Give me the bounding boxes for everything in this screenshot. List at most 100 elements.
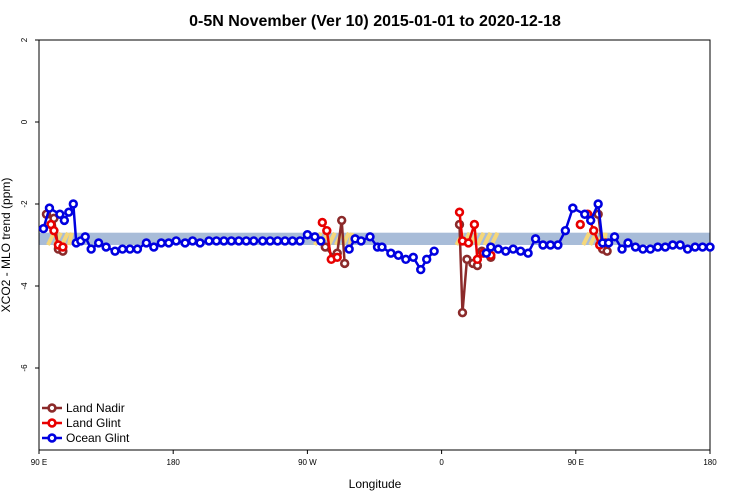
data-point-ocean-glint xyxy=(316,236,326,246)
data-point-ocean-glint xyxy=(171,236,181,246)
data-point-ocean-glint xyxy=(226,236,237,246)
y-tick-label-0: 2 xyxy=(20,37,29,42)
data-point-ocean-glint xyxy=(93,238,104,248)
data-point-ocean-glint xyxy=(697,242,708,252)
data-point-ocean-glint xyxy=(429,246,439,256)
data-point-ocean-glint xyxy=(401,254,411,265)
data-point-ocean-glint xyxy=(377,242,387,252)
data-point-ocean-glint xyxy=(44,203,55,213)
data-point-ocean-glint xyxy=(481,248,492,258)
data-point-ocean-glint xyxy=(125,244,135,254)
y-axis-label: XCO2 - MLO trend (ppm) xyxy=(0,178,13,313)
data-point-ocean-glint xyxy=(486,242,496,252)
data-point-land-nadir xyxy=(462,254,472,265)
data-point-ocean-glint xyxy=(705,242,715,252)
data-point-ocean-glint xyxy=(501,246,511,256)
data-point-ocean-glint xyxy=(249,236,259,246)
data-point-ocean-glint xyxy=(356,236,366,246)
y-tick-label-2: -2 xyxy=(20,200,29,208)
data-point-land-glint xyxy=(463,238,474,248)
data-point-ocean-glint xyxy=(365,232,375,242)
y-tick-label-1: 0 xyxy=(20,119,29,124)
data-point-ocean-glint xyxy=(508,244,518,254)
x-tick-label-4: 90 E xyxy=(568,458,584,467)
x-tick-label-0: 90 E xyxy=(31,458,47,467)
legend-label-land-nadir: Land Nadir xyxy=(66,401,125,415)
data-point-ocean-glint xyxy=(560,225,571,236)
data-point-ocean-glint xyxy=(272,236,283,246)
data-point-ocean-glint xyxy=(211,236,222,246)
data-point-ocean-glint xyxy=(310,232,320,242)
data-point-ocean-glint xyxy=(187,236,198,246)
x-tick-label-2: 90 W xyxy=(298,458,317,467)
data-point-ocean-glint xyxy=(110,246,120,256)
legend-marker-land-glint xyxy=(47,418,57,428)
data-point-ocean-glint xyxy=(101,242,111,252)
data-point-ocean-glint xyxy=(638,244,648,254)
legend-label-ocean-glint: Ocean Glint xyxy=(66,431,130,445)
data-point-ocean-glint xyxy=(408,252,418,262)
data-point-ocean-glint xyxy=(55,209,65,219)
data-point-ocean-glint xyxy=(515,246,526,256)
data-point-ocean-glint xyxy=(234,236,244,246)
data-point-ocean-glint xyxy=(132,244,143,254)
data-point-ocean-glint xyxy=(386,248,396,258)
data-point-ocean-glint xyxy=(59,215,70,226)
data-point-land-glint xyxy=(588,225,599,236)
data-point-ocean-glint xyxy=(117,244,128,254)
data-point-land-nadir xyxy=(339,258,350,269)
data-point-land-glint xyxy=(575,219,585,230)
y-tick-label-4: -6 xyxy=(20,364,29,372)
data-point-ocean-glint xyxy=(421,254,432,265)
data-point-ocean-glint xyxy=(568,203,578,213)
x-tick-label-3: 0 xyxy=(439,458,444,467)
data-point-ocean-glint xyxy=(180,238,190,248)
data-point-ocean-glint xyxy=(609,232,620,242)
data-point-ocean-glint xyxy=(530,234,541,244)
data-point-land-nadir xyxy=(602,246,612,256)
data-point-ocean-glint xyxy=(630,242,641,252)
chart-title: 0-5N November (Ver 10) 2015-01-01 to 202… xyxy=(189,13,561,30)
data-point-ocean-glint xyxy=(257,236,268,246)
band-hatch-2 xyxy=(475,231,486,246)
data-point-ocean-glint xyxy=(149,242,159,252)
data-point-land-glint xyxy=(58,242,68,252)
data-point-ocean-glint xyxy=(682,244,693,254)
data-point-land-nadir xyxy=(336,215,347,226)
data-point-ocean-glint xyxy=(219,236,229,246)
legend-marker-land-nadir xyxy=(47,403,57,413)
data-point-ocean-glint xyxy=(660,242,670,252)
data-point-ocean-glint xyxy=(586,215,596,226)
data-point-ocean-glint xyxy=(645,244,656,254)
band-hatch-2 xyxy=(482,231,493,246)
data-point-ocean-glint xyxy=(690,242,700,252)
data-point-ocean-glint xyxy=(86,244,96,254)
band-hatch-0 xyxy=(66,232,74,246)
legend-label-land-glint: Land Glint xyxy=(66,416,121,430)
data-point-ocean-glint xyxy=(553,240,563,250)
data-point-ocean-glint xyxy=(593,199,603,209)
data-point-ocean-glint xyxy=(64,207,74,217)
data-point-ocean-glint xyxy=(80,232,90,242)
data-point-ocean-glint xyxy=(287,236,298,246)
data-point-ocean-glint xyxy=(393,250,404,260)
data-point-ocean-glint xyxy=(675,240,685,250)
data-point-ocean-glint xyxy=(580,209,590,219)
data-point-land-glint xyxy=(332,252,342,262)
data-point-ocean-glint xyxy=(493,244,503,254)
data-point-ocean-glint xyxy=(668,240,678,250)
data-point-ocean-glint xyxy=(265,236,275,246)
data-point-land-glint xyxy=(469,219,480,230)
data-point-ocean-glint xyxy=(617,244,627,254)
data-point-ocean-glint xyxy=(653,242,663,252)
legend-marker-ocean-glint xyxy=(47,433,57,443)
data-point-ocean-glint xyxy=(280,236,290,246)
data-point-land-glint xyxy=(317,217,328,228)
data-point-ocean-glint xyxy=(241,236,251,246)
data-point-ocean-glint xyxy=(204,236,214,246)
data-point-ocean-glint xyxy=(68,199,78,209)
data-point-land-glint xyxy=(472,254,483,265)
data-point-ocean-glint xyxy=(523,248,533,258)
